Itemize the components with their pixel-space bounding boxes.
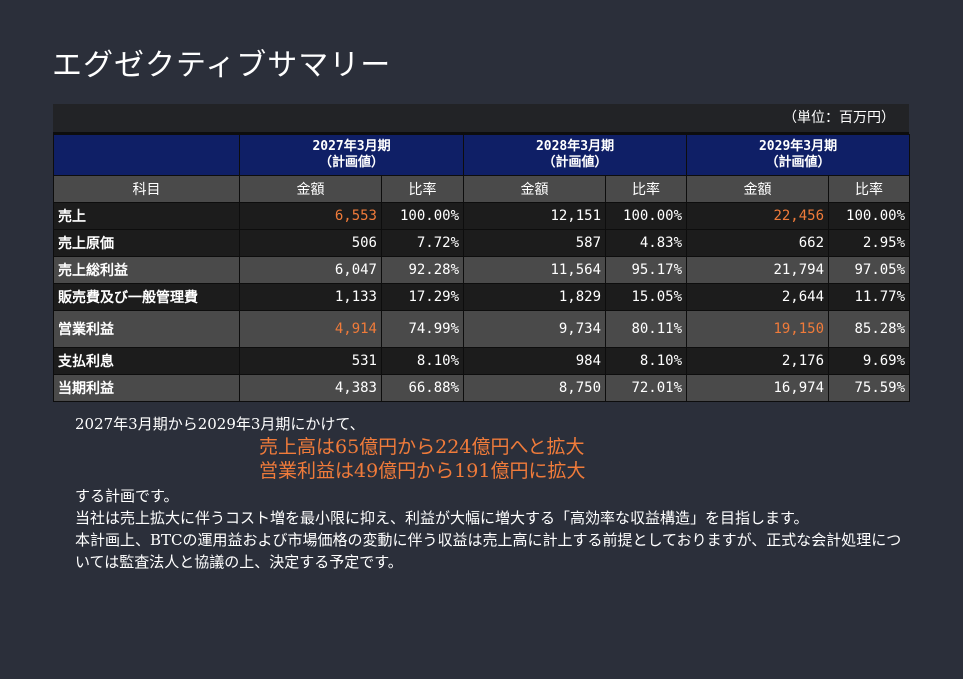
unit-label: （単位：百万円） bbox=[53, 104, 909, 134]
period-sublabel: （計画値） bbox=[319, 155, 385, 170]
ratio-cell: 9.69% bbox=[828, 347, 911, 375]
amount-cell: 1,133 bbox=[239, 283, 382, 311]
amount-cell: 22,456 bbox=[686, 202, 830, 230]
column-header-amount: 金額 bbox=[463, 175, 607, 203]
period-label: 2029年3月期 bbox=[758, 139, 838, 154]
ratio-cell: 80.11% bbox=[605, 310, 688, 348]
amount-cell: 11,564 bbox=[463, 256, 607, 284]
ratio-cell: 74.99% bbox=[380, 310, 465, 348]
amount-cell: 2,644 bbox=[686, 283, 830, 311]
summary-paragraph-2: 当社は売上拡大に伴うコスト増を最小限に抑え、利益が大幅に増大する「高効率な収益構… bbox=[75, 509, 809, 527]
highlight-operating-profit: 営業利益は49億円から191億円に拡大 bbox=[259, 460, 586, 482]
amount-cell: 662 bbox=[686, 229, 830, 257]
column-header-amount: 金額 bbox=[239, 175, 382, 203]
ratio-cell: 4.83% bbox=[605, 229, 688, 257]
financial-summary-table: （単位：百万円） 2027年3月期 （計画値） 2028年3月期 （計画値） 2… bbox=[53, 104, 911, 402]
row-label: 売上 bbox=[53, 202, 240, 230]
amount-cell: 6,047 bbox=[239, 256, 382, 284]
column-header-ratio: 比率 bbox=[828, 175, 911, 203]
ratio-cell: 100.00% bbox=[605, 202, 688, 230]
table-row-sga: 販売費及び一般管理費 1,133 17.29% 1,829 15.05% 2,6… bbox=[53, 283, 911, 311]
ratio-cell: 11.77% bbox=[828, 283, 911, 311]
amount-cell: 506 bbox=[239, 229, 382, 257]
column-header-ratio: 比率 bbox=[605, 175, 688, 203]
amount-cell: 8,750 bbox=[463, 374, 607, 402]
amount-cell: 16,974 bbox=[686, 374, 830, 402]
summary-text: 2027年3月期から2029年3月期にかけて、 売上高は65億円から224億円へ… bbox=[75, 413, 915, 573]
row-label: 営業利益 bbox=[53, 310, 240, 348]
table-row-sales: 売上 6,553 100.00% 12,151 100.00% 22,456 1… bbox=[53, 202, 911, 230]
amount-cell: 1,829 bbox=[463, 283, 607, 311]
ratio-cell: 8.10% bbox=[605, 347, 688, 375]
ratio-cell: 100.00% bbox=[828, 202, 911, 230]
period-header-2027: 2027年3月期 （計画値） bbox=[238, 134, 465, 176]
table-row-operating-profit: 営業利益 4,914 74.99% 9,734 80.11% 19,150 85… bbox=[53, 310, 911, 348]
amount-cell: 587 bbox=[463, 229, 607, 257]
table-row-cost-of-sales: 売上原価 506 7.72% 587 4.83% 662 2.95% bbox=[53, 229, 911, 257]
period-label: 2028年3月期 bbox=[535, 139, 615, 154]
amount-cell: 9,734 bbox=[463, 310, 607, 348]
row-label: 販売費及び一般管理費 bbox=[53, 283, 240, 311]
column-header-ratio: 比率 bbox=[380, 175, 465, 203]
row-label: 支払利息 bbox=[53, 347, 240, 375]
table-row-interest-expense: 支払利息 531 8.10% 984 8.10% 2,176 9.69% bbox=[53, 347, 911, 375]
ratio-cell: 8.10% bbox=[380, 347, 465, 375]
column-header-item: 科目 bbox=[53, 175, 240, 203]
ratio-cell: 97.05% bbox=[828, 256, 911, 284]
row-label: 売上総利益 bbox=[53, 256, 240, 284]
summary-paragraph-1: する計画です。 bbox=[75, 487, 179, 505]
table-row-gross-profit: 売上総利益 6,047 92.28% 11,564 95.17% 21,794 … bbox=[53, 256, 911, 284]
ratio-cell: 17.29% bbox=[380, 283, 465, 311]
ratio-cell: 85.28% bbox=[828, 310, 911, 348]
row-label: 売上原価 bbox=[53, 229, 240, 257]
period-sublabel: （計画値） bbox=[542, 155, 608, 170]
amount-cell: 6,553 bbox=[239, 202, 382, 230]
amount-cell: 531 bbox=[239, 347, 382, 375]
ratio-cell: 7.72% bbox=[380, 229, 465, 257]
highlight-sales: 売上高は65億円から224億円へと拡大 bbox=[259, 436, 585, 458]
table-row-net-income: 当期利益 4,383 66.88% 8,750 72.01% 16,974 75… bbox=[53, 374, 911, 402]
ratio-cell: 15.05% bbox=[605, 283, 688, 311]
amount-cell: 4,914 bbox=[239, 310, 382, 348]
column-header-amount: 金額 bbox=[686, 175, 830, 203]
row-label: 当期利益 bbox=[53, 374, 240, 402]
ratio-cell: 2.95% bbox=[828, 229, 911, 257]
ratio-cell: 66.88% bbox=[380, 374, 465, 402]
amount-cell: 4,383 bbox=[239, 374, 382, 402]
period-header-2029: 2029年3月期 （計画値） bbox=[686, 134, 911, 176]
period-sublabel: （計画値） bbox=[765, 155, 831, 170]
ratio-cell: 92.28% bbox=[380, 256, 465, 284]
ratio-cell: 72.01% bbox=[605, 374, 688, 402]
amount-cell: 19,150 bbox=[686, 310, 830, 348]
summary-intro: 2027年3月期から2029年3月期にかけて、 bbox=[75, 415, 365, 433]
amount-cell: 21,794 bbox=[686, 256, 830, 284]
ratio-cell: 100.00% bbox=[380, 202, 465, 230]
amount-cell: 2,176 bbox=[686, 347, 830, 375]
summary-paragraph-3: 本計画上、BTCの運用益および市場価格の変動に伴う収益は売上高に計上する前提とし… bbox=[75, 531, 902, 571]
page-title: エグゼクティブサマリー bbox=[52, 48, 392, 83]
period-label: 2027年3月期 bbox=[312, 139, 391, 154]
corner-header-cell bbox=[53, 134, 240, 176]
ratio-cell: 75.59% bbox=[828, 374, 911, 402]
ratio-cell: 95.17% bbox=[605, 256, 688, 284]
amount-cell: 984 bbox=[463, 347, 607, 375]
period-header-2028: 2028年3月期 （計画値） bbox=[463, 134, 688, 176]
amount-cell: 12,151 bbox=[463, 202, 607, 230]
